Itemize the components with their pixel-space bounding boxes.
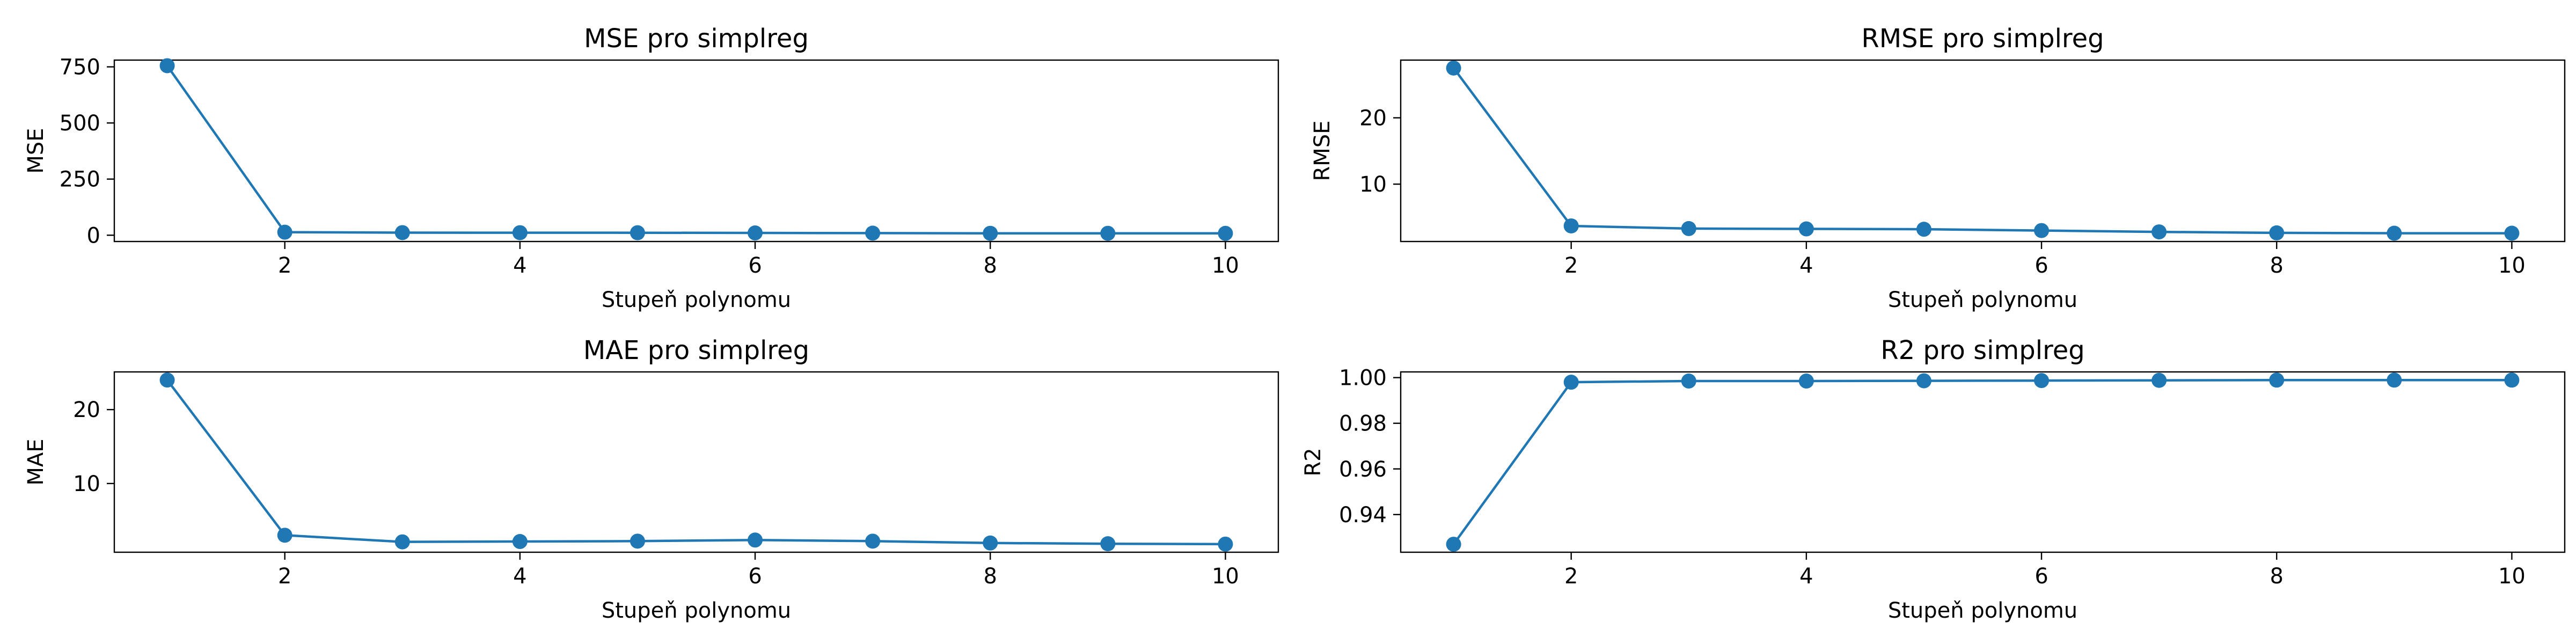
r2-y-tick-label: 1.00 [1339, 366, 1387, 391]
rmse-data-point [2151, 224, 2167, 240]
mse-data-point [865, 225, 881, 241]
rmse-x-axis-label: Stupeň polynomu [1888, 288, 2077, 312]
r2-data-point [2034, 373, 2050, 389]
mse-y-tick-label: 500 [60, 111, 100, 136]
rmse-y-tick-label: 20 [1359, 106, 1387, 131]
mse-y-tick-label: 750 [60, 55, 100, 80]
mse-x-tick-label: 8 [984, 253, 997, 278]
mae-y-tick-label: 20 [73, 398, 100, 422]
mae-data-point [630, 533, 645, 549]
mae-series-line [166, 379, 1226, 546]
mse-y-tick-label: 0 [87, 223, 100, 248]
mae-y-tick-label: 10 [73, 472, 100, 496]
r2-data-point [1681, 374, 1696, 389]
mse-x-tick-label: 10 [1212, 253, 1239, 278]
rmse-y-tick-label: 10 [1359, 172, 1387, 197]
r2-data-point [1563, 375, 1579, 390]
mse-data-point [394, 225, 410, 240]
rmse-x-tick-label: 4 [1799, 253, 1813, 278]
rmse-data-point [1798, 221, 1814, 237]
r2-data-point [2387, 372, 2402, 388]
mae-data-point [277, 528, 292, 543]
r2-data-point [1916, 373, 1931, 389]
rmse-data-point [1681, 221, 1696, 236]
mae-data-point [1100, 536, 1116, 552]
mae-x-axis-label: Stupeň polynomu [602, 598, 791, 623]
rmse-plot-frame [1400, 59, 2566, 243]
r2-x-tick-label: 8 [2270, 564, 2284, 589]
mae-data-point [1218, 536, 1233, 552]
r2-chart-title: R2 pro simplreg [1880, 335, 2085, 365]
mse-y-tick-label: 250 [60, 167, 100, 192]
r2-x-tick-label: 10 [2498, 564, 2526, 589]
r2-y-axis-label: R2 [1301, 448, 1326, 476]
mae-x-tick-label: 10 [1212, 564, 1239, 589]
mse-data-point [512, 225, 528, 240]
mse-subplot: MSE pro simplreg 2 4 6 8 10 0 250 500 750 Stupeň p… [24, 24, 1279, 312]
rmse-data-point [2034, 223, 2050, 238]
mae-plot-frame [113, 371, 1279, 553]
rmse-data-point [1563, 218, 1579, 233]
rmse-x-tick-label: 6 [2035, 253, 2048, 278]
mae-subplot: MAE pro simplreg 2 4 6 8 10 10 20 Stupeň polynom… [24, 335, 1279, 623]
rmse-chart-title: RMSE pro simplreg [1861, 24, 2104, 54]
mse-y-axis-label: MSE [24, 128, 48, 173]
r2-data-point [2151, 372, 2167, 388]
rmse-data-point [2269, 225, 2285, 240]
r2-x-tick-label: 2 [1564, 564, 1578, 589]
r2-x-tick-label: 4 [1799, 564, 1813, 589]
r2-series-line [1452, 379, 2512, 545]
mse-data-point [983, 225, 998, 241]
rmse-x-tick-label: 10 [2498, 253, 2526, 278]
r2-y-tick-label: 0.94 [1339, 503, 1387, 528]
mae-data-point [983, 535, 998, 551]
mae-x-tick-label: 2 [278, 564, 291, 589]
rmse-y-axis-label: RMSE [1310, 121, 1335, 181]
r2-y-tick-label: 0.96 [1339, 457, 1387, 482]
rmse-subplot: RMSE pro simplreg 2 4 6 8 10 10 20 Stupeň polyno… [1310, 24, 2566, 312]
mse-x-tick-label: 6 [748, 253, 762, 278]
mse-x-tick-label: 2 [278, 253, 291, 278]
r2-data-point [2504, 372, 2520, 388]
rmse-series-line [1452, 67, 2512, 235]
mse-plot-frame [113, 59, 1279, 243]
mae-x-tick-label: 4 [513, 564, 526, 589]
mae-data-point [512, 534, 528, 550]
r2-x-axis-label: Stupeň polynomu [1888, 598, 2077, 623]
r2-y-tick-label: 0.98 [1339, 412, 1387, 436]
mse-chart-title: MSE pro simplreg [584, 24, 809, 54]
mae-data-point [865, 533, 881, 549]
mae-x-tick-label: 6 [748, 564, 762, 589]
mse-series-line [166, 65, 1226, 235]
r2-x-tick-label: 6 [2035, 564, 2048, 589]
r2-subplot: R2 pro simplreg 2 4 6 8 10 0.94 0.96 0.98 1.00 Stu… [1301, 335, 2566, 623]
mae-data-point [159, 372, 175, 388]
r2-data-point [2269, 372, 2285, 388]
mae-x-tick-label: 8 [984, 564, 997, 589]
r2-plot-frame [1400, 371, 2566, 553]
rmse-x-tick-label: 8 [2270, 253, 2284, 278]
mae-y-axis-label: MAE [24, 438, 48, 485]
rmse-data-point [1446, 60, 1461, 76]
r2-data-point [1798, 374, 1814, 389]
mse-data-point [748, 225, 763, 241]
mse-data-point [159, 58, 175, 74]
mse-data-point [1100, 225, 1116, 241]
r2-data-point [1446, 537, 1461, 552]
mse-x-axis-label: Stupeň polynomu [602, 288, 791, 312]
rmse-data-point [1916, 222, 1931, 237]
mse-data-point [630, 225, 645, 240]
mae-data-point [394, 534, 410, 550]
mse-x-tick-label: 4 [513, 253, 526, 278]
rmse-data-point [2387, 225, 2402, 241]
mae-data-point [748, 532, 763, 548]
rmse-x-tick-label: 2 [1564, 253, 1578, 278]
mae-chart-title: MAE pro simplreg [583, 335, 809, 365]
mse-data-point [277, 224, 292, 240]
rmse-data-point [2504, 225, 2520, 241]
mse-data-point [1218, 225, 1233, 241]
